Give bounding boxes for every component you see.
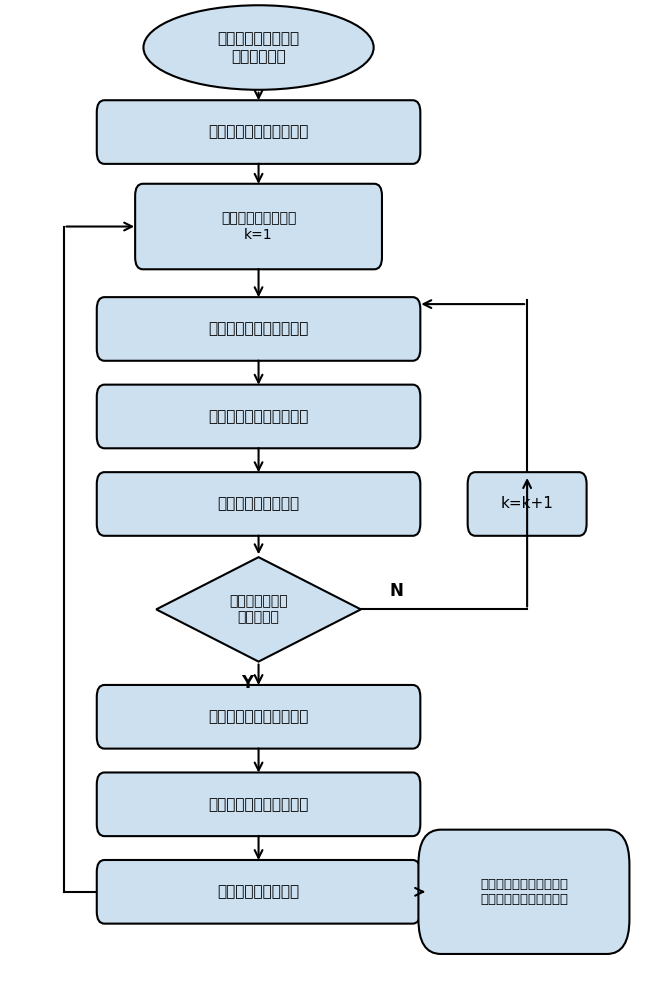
Text: 给定细尺度状态向量初值: 给定细尺度状态向量初值 — [208, 409, 309, 424]
Polygon shape — [156, 557, 361, 662]
Text: Y: Y — [241, 674, 253, 692]
Text: 构建粗尺度融合量测方程: 构建粗尺度融合量测方程 — [208, 709, 309, 724]
FancyBboxPatch shape — [97, 772, 421, 836]
Text: 粗尺度融合时刻
是否到来？: 粗尺度融合时刻 是否到来？ — [229, 594, 288, 624]
Text: 变电站变结构双尺度
数据融合开始: 变电站变结构双尺度 数据融合开始 — [217, 31, 300, 64]
FancyBboxPatch shape — [97, 685, 421, 749]
Text: 给定粗尺度状态向量初值: 给定粗尺度状态向量初值 — [208, 797, 309, 812]
FancyBboxPatch shape — [419, 830, 630, 954]
Text: k=k+1: k=k+1 — [501, 496, 553, 511]
Text: 进行细尺度状态估计: 进行细尺度状态估计 — [217, 496, 300, 511]
FancyBboxPatch shape — [135, 184, 382, 269]
Text: 构造粗、细尺度状态向量: 构造粗、细尺度状态向量 — [208, 125, 309, 140]
FancyBboxPatch shape — [468, 472, 586, 536]
FancyBboxPatch shape — [97, 860, 421, 924]
Text: 构建细尺度融合量测方程: 构建细尺度融合量测方程 — [208, 321, 309, 336]
FancyBboxPatch shape — [97, 385, 421, 448]
FancyBboxPatch shape — [97, 100, 421, 164]
FancyBboxPatch shape — [97, 472, 421, 536]
Ellipse shape — [143, 5, 373, 90]
Text: 进行粗尺度状态估计: 进行粗尺度状态估计 — [217, 884, 300, 899]
Text: 粗尺度状态估计结果上送
至调度中心供调度员使用: 粗尺度状态估计结果上送 至调度中心供调度员使用 — [480, 878, 568, 906]
FancyBboxPatch shape — [97, 297, 421, 361]
Text: 重置细尺度融合次数
k=1: 重置细尺度融合次数 k=1 — [221, 211, 296, 242]
Text: N: N — [389, 582, 403, 600]
